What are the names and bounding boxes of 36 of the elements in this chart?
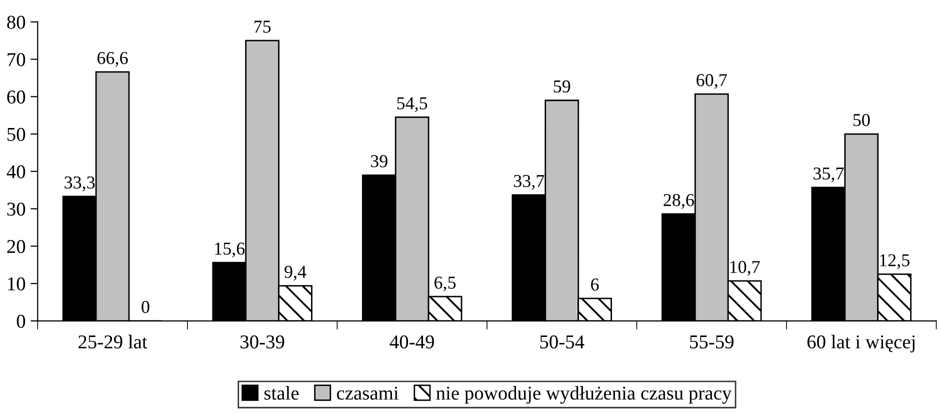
- data-label: 6,5: [434, 276, 456, 292]
- y-tick-label: 0: [16, 314, 26, 328]
- data-label: 50: [853, 114, 870, 126]
- x-tick-label: 40-49: [390, 335, 434, 348]
- data-label: 59: [554, 80, 570, 93]
- y-tick-label: 50: [8, 128, 26, 141]
- data-label: 28,6: [664, 194, 694, 209]
- data-label: 10,7: [730, 260, 760, 276]
- data-label: 75: [254, 20, 271, 33]
- y-tick-label: 80: [7, 16, 26, 29]
- data-label: 39: [370, 155, 388, 168]
- data-label: 12,5: [880, 254, 910, 269]
- y-tick-label: 30: [7, 202, 26, 216]
- x-tick-label: 50-54: [540, 335, 584, 348]
- y-tick-label: 40: [6, 165, 26, 178]
- y-tick-label: 70: [8, 53, 26, 66]
- legend-label: czasami: [336, 386, 398, 400]
- y-tick-label: 60: [7, 90, 26, 104]
- x-tick-label: 30-39: [240, 335, 284, 348]
- data-label: 33,7: [514, 174, 544, 190]
- x-tick-label: 60 lat i więcej: [807, 334, 915, 352]
- y-tick-label: 20: [7, 240, 26, 254]
- data-label: 54,5: [397, 97, 428, 112]
- data-label: 9,4: [284, 266, 306, 281]
- x-tick-label: 55-59: [690, 335, 734, 348]
- data-label: 6: [591, 278, 599, 291]
- data-label: 60,7: [696, 74, 727, 89]
- data-label: 66,6: [98, 52, 128, 67]
- data-label: 15,6: [215, 242, 245, 258]
- data-label: 33,3: [64, 176, 95, 192]
- legend-label: stale: [264, 386, 299, 400]
- legend-label: nie powoduje wydłużenia czasu pracy: [436, 386, 732, 404]
- y-tick-label: 10: [8, 277, 26, 290]
- data-label: 35,7: [814, 168, 844, 182]
- x-tick-label: 25-29 lat: [78, 334, 148, 348]
- data-label: 0: [142, 300, 150, 314]
